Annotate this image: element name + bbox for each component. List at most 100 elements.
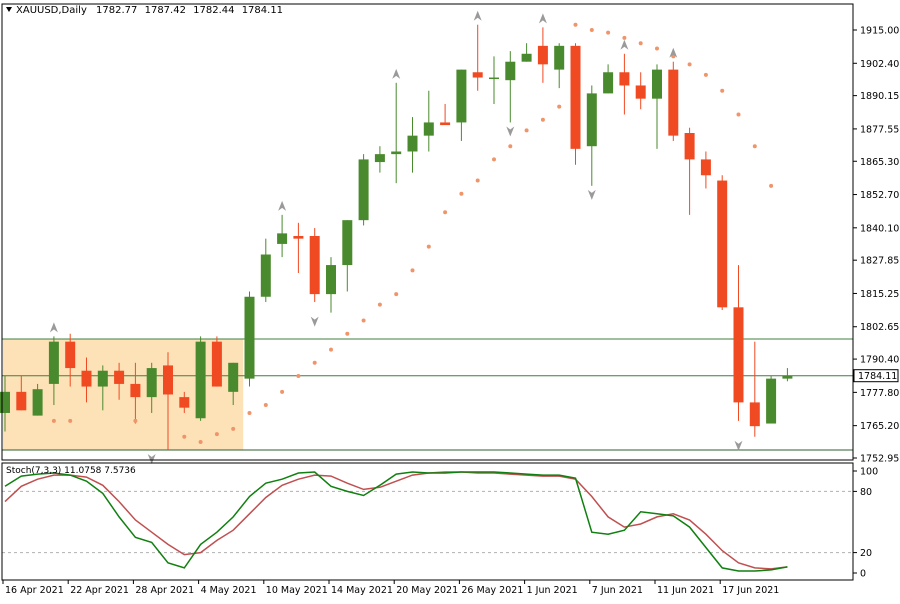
bullish-candle-body	[342, 220, 353, 266]
current-price-label: 1784.11	[858, 371, 897, 382]
bullish-candle-body	[97, 370, 108, 387]
candle	[81, 357, 92, 403]
sar-dot	[524, 128, 529, 133]
fractal-up-arrow-icon	[49, 322, 58, 333]
bearish-candle-body	[440, 122, 451, 126]
bullish-candle-body	[554, 45, 565, 70]
fractal-up-arrow-icon	[669, 47, 678, 58]
time-tick-label: 20 May 2021	[396, 585, 458, 596]
price-tick-label: 1890.15	[860, 91, 899, 102]
time-tick-label: 11 Jun 2021	[657, 585, 714, 596]
price-tick-label: 1815.25	[860, 289, 899, 300]
time-tick-label: 26 May 2021	[461, 585, 523, 596]
price-tick-label: 1765.20	[860, 421, 899, 432]
bullish-candle-body	[407, 135, 418, 152]
close-value: 1784.11	[241, 5, 284, 16]
bearish-candle-body	[130, 383, 141, 398]
low-value: 1782.44	[193, 5, 235, 16]
symbol-label: XAUUSD,Daily	[16, 5, 87, 16]
sar-dot	[51, 418, 56, 423]
candle	[700, 151, 711, 189]
candle	[309, 228, 320, 303]
candle	[97, 365, 108, 411]
bearish-candle-body	[717, 180, 728, 308]
time-tick-label: 10 May 2021	[266, 585, 328, 596]
indicator-pane-frame	[1, 462, 854, 581]
sar-dot	[703, 72, 708, 77]
sar-dot	[589, 28, 594, 32]
time-tick-label: 1 Jun 2021	[527, 585, 578, 596]
time-tick-label: 22 Apr 2021	[70, 585, 129, 596]
candle	[65, 333, 76, 387]
stoch-tick-label: 0	[860, 569, 866, 580]
bullish-candle-body	[391, 151, 402, 155]
bullish-candle-body	[586, 93, 597, 147]
candle	[489, 56, 499, 104]
bullish-candle-body	[505, 61, 516, 81]
candle	[586, 85, 597, 186]
dropdown-triangle-icon[interactable]	[6, 7, 12, 12]
bullish-candle-body	[521, 53, 532, 62]
candle	[146, 362, 157, 413]
candle	[472, 24, 483, 91]
candle	[244, 291, 255, 387]
bullish-candle-body	[0, 391, 10, 413]
candle	[228, 362, 239, 406]
sar-dot	[214, 432, 219, 437]
candle	[211, 336, 222, 387]
price-tick-label: 1877.55	[860, 124, 899, 135]
candle	[260, 238, 271, 303]
candle	[163, 352, 173, 450]
sar-dot	[394, 292, 399, 297]
price-tick-label: 1802.65	[860, 322, 899, 333]
price-tick-label: 1902.40	[860, 59, 899, 70]
bearish-candle-body	[309, 236, 320, 295]
sar-dot	[198, 440, 203, 445]
candle	[619, 53, 630, 115]
sar-dot	[68, 418, 73, 423]
bearish-candle-body	[668, 69, 679, 136]
stoch-tick-label: 80	[860, 487, 872, 498]
bearish-candle-body	[570, 45, 581, 149]
candle	[456, 69, 467, 141]
candle	[195, 336, 206, 421]
bullish-candle-body	[326, 265, 336, 295]
bullish-candle-body	[782, 375, 793, 379]
candle	[326, 257, 336, 313]
sar-dot	[475, 178, 480, 183]
time-tick-label: 17 Jun 2021	[722, 585, 779, 596]
bearish-candle-body	[16, 391, 27, 411]
price-tick-label: 1840.10	[860, 223, 899, 234]
sar-dot	[247, 410, 252, 415]
bullish-candle-body	[423, 122, 434, 136]
bullish-candle-body	[277, 233, 288, 244]
bearish-candle-body	[114, 370, 125, 384]
current-price-tag[interactable]	[853, 369, 899, 383]
time-tick-label: 14 May 2021	[331, 585, 393, 596]
candle	[717, 175, 728, 310]
bullish-candle-body	[260, 254, 271, 297]
sar-dot	[312, 360, 317, 365]
bearish-candle-body	[163, 365, 173, 395]
stochastic-label: Stoch(7,3,3) 11.0758 7.5736	[6, 466, 136, 476]
fractal-down-arrow-icon	[734, 440, 743, 451]
sar-dot	[736, 112, 741, 117]
sar-dot	[687, 62, 692, 67]
candle	[554, 43, 565, 89]
price-tick-label: 1852.70	[860, 190, 899, 201]
sar-dot	[492, 157, 496, 162]
sar-dot	[720, 88, 725, 93]
time-tick-label: 7 Jun 2021	[592, 585, 643, 596]
bullish-candle-body	[603, 72, 614, 94]
fractal-down-arrow-icon	[587, 189, 596, 200]
candle	[32, 383, 43, 416]
sar-dot	[329, 347, 333, 352]
time-tick-label: 28 Apr 2021	[135, 585, 194, 596]
candle	[407, 117, 418, 173]
bullish-candle-body	[374, 154, 385, 163]
candle	[684, 127, 695, 215]
price-tick-label: 1777.80	[860, 388, 899, 399]
sar-dot	[655, 46, 659, 51]
